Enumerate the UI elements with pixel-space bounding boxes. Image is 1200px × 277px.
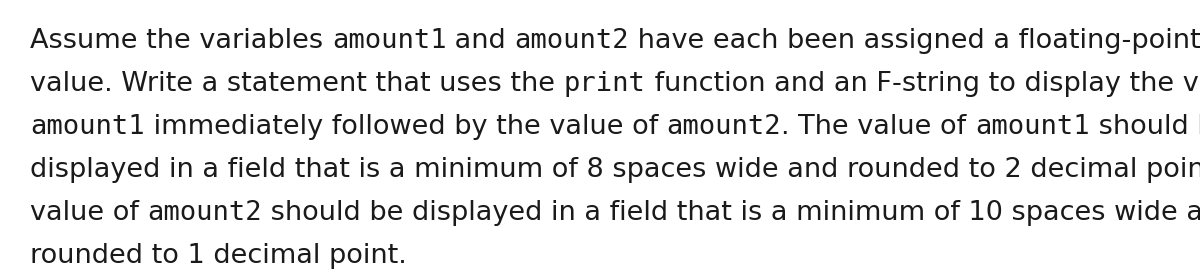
Text: should be displayed in a field that is a minimum of 10 spaces wide and: should be displayed in a field that is a… (262, 200, 1200, 226)
Text: value. Write a statement that uses the: value. Write a statement that uses the (30, 71, 564, 97)
Text: amount2: amount2 (515, 28, 629, 54)
Text: have each been assigned a floating-point: have each been assigned a floating-point (629, 28, 1200, 54)
Text: Assume the variables: Assume the variables (30, 28, 331, 54)
Text: amount2: amount2 (666, 114, 781, 140)
Text: value of: value of (30, 200, 148, 226)
Text: amount1: amount1 (974, 114, 1090, 140)
Text: should be: should be (1090, 114, 1200, 140)
Text: amount1: amount1 (331, 28, 446, 54)
Text: immediately followed by the value of: immediately followed by the value of (145, 114, 666, 140)
Text: amount2: amount2 (148, 200, 262, 226)
Text: function and an F-string to display the value of: function and an F-string to display the … (646, 71, 1200, 97)
Text: displayed in a field that is a minimum of 8 spaces wide and rounded to 2 decimal: displayed in a field that is a minimum o… (30, 157, 1200, 183)
Text: and: and (446, 28, 515, 54)
Text: rounded to 1 decimal point.: rounded to 1 decimal point. (30, 243, 407, 269)
Text: . The value of: . The value of (781, 114, 974, 140)
Text: print: print (564, 71, 646, 97)
Text: amount1: amount1 (30, 114, 145, 140)
